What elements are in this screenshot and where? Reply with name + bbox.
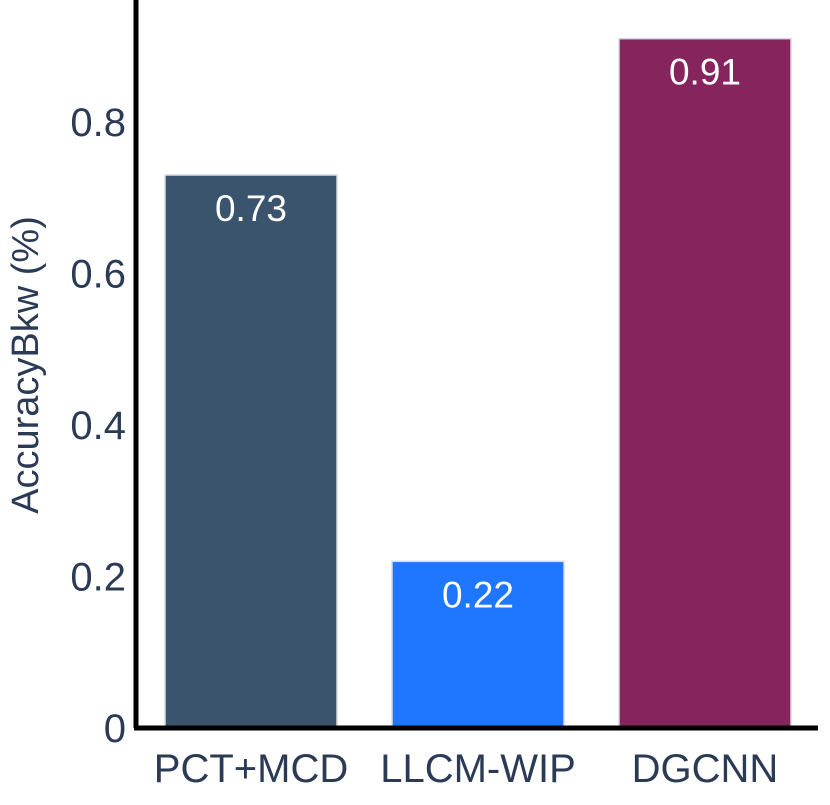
y-tick-label: 0.6 (70, 253, 126, 297)
y-tick-label: 0.4 (70, 404, 126, 448)
y-tick-label: 0.2 (70, 556, 126, 600)
bar-llcm-wip (391, 560, 565, 729)
y-axis-title: AccuracyBkw (%) (5, 216, 47, 514)
x-tick-label: LLCM-WIP (380, 747, 576, 791)
bars-group (164, 37, 792, 729)
x-tick-label: DGCNN (632, 747, 779, 791)
bar-pct-mcd (164, 174, 338, 729)
y-tick-label: 0 (104, 707, 126, 751)
x-tick-labels: PCT+MCD LLCM-WIP DGCNN (154, 747, 779, 791)
bar-value-label: 0.73 (215, 188, 287, 229)
x-tick-label: PCT+MCD (154, 747, 348, 791)
bar-value-label: 0.22 (442, 574, 514, 615)
y-tick-label: 0.8 (70, 101, 126, 145)
bar-value-labels: 0.73 0.22 0.91 (215, 52, 741, 616)
bar-dgcnn (618, 37, 792, 729)
y-tick-labels: 0 0.2 0.4 0.6 0.8 (70, 101, 126, 751)
bar-value-label: 0.91 (669, 52, 741, 93)
